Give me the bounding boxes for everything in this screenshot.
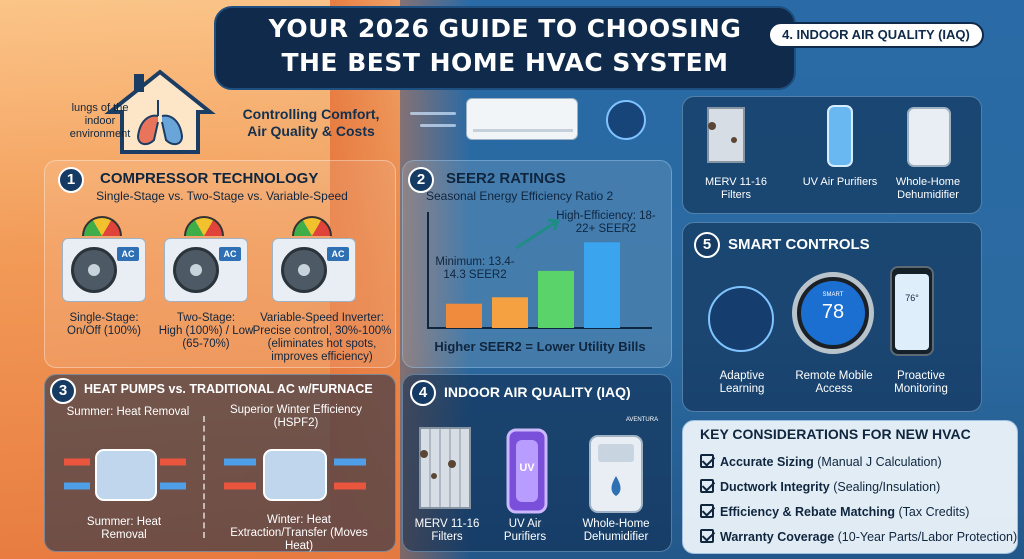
winter-heat-flow-icon <box>224 449 366 501</box>
summer-label-bottom: Summer: Heat Removal <box>86 516 162 541</box>
check-icon <box>700 529 714 543</box>
key-item: Accurate Sizing (Manual J Calculation) <box>700 452 942 469</box>
air-flow-line <box>420 124 456 127</box>
single-stage-name: Single-Stage: <box>69 312 139 324</box>
key-considerations-title: KEY CONSIDERATIONS FOR NEW HVAC <box>700 426 971 442</box>
fan-icon <box>173 247 219 293</box>
air-swirl-icon <box>606 100 646 140</box>
brand-logo: AVENTURA <box>625 417 659 423</box>
smartphone: 76° <box>890 266 934 356</box>
smart-number: 5 <box>694 232 720 258</box>
variable-speed-unit: AC <box>272 238 356 302</box>
uv-purifier-icon <box>506 428 548 514</box>
iaq-item-uv: UV Air Purifiers <box>503 518 547 543</box>
heat-pumps-title: HEAT PUMPS vs. TRADITIONAL AC w/FURNACE <box>84 382 373 396</box>
seer-minimum-label: Minimum: 13.4-14.3 SEER2 <box>435 256 515 281</box>
check-icon <box>700 479 714 493</box>
seer-bar <box>538 270 574 328</box>
seer-bar <box>446 303 482 328</box>
title-banner <box>214 6 796 90</box>
single-stage-unit: AC <box>62 238 146 302</box>
iaq-number: 4 <box>410 380 436 406</box>
air-flow-line <box>410 112 456 115</box>
wall-ac-unit <box>466 98 578 140</box>
single-stage-desc: On/Off (100%) <box>67 325 141 337</box>
seer-title: SEER2 RATINGS <box>446 170 566 187</box>
uv-label: UV <box>519 462 535 474</box>
smart-title: SMART CONTROLS <box>728 236 870 253</box>
key-item: Warranty Coverage (10-Year Parts/Labor P… <box>700 527 1017 544</box>
seer-number: 2 <box>408 167 434 193</box>
iaq-title: INDOOR AIR QUALITY (IAQ) <box>444 384 631 400</box>
ac-badge: AC <box>327 247 349 261</box>
dehumidifier-icon <box>589 435 643 513</box>
iaq-top-dehumidifier: Whole-Home Dehumidifier <box>895 176 961 201</box>
ac-badge: AC <box>219 247 241 261</box>
variable-speed-name: Variable-Speed Inverter: <box>260 312 384 324</box>
heat-pumps-number: 3 <box>50 378 76 404</box>
iaq-top-uv: UV Air Purifiers <box>802 176 878 188</box>
summer-heat-flow-icon <box>64 449 186 501</box>
seer-footer: Higher SEER2 = Lower Utility Bills <box>434 339 646 354</box>
iaq-item-merv: MERV 11-16 Filters <box>414 518 480 543</box>
key-item: Efficiency & Rebate Matching (Tax Credit… <box>700 502 969 519</box>
dehumidifier-icon <box>907 107 951 167</box>
thermostat-brand: SMART <box>822 292 844 298</box>
fan-icon <box>281 247 327 293</box>
page-title: YOUR 2026 GUIDE TO CHOOSING THE BEST HOM… <box>230 12 780 80</box>
winter-transfer-label: Winter: Heat Extraction/Transfer (Moves … <box>230 514 368 552</box>
seer-subtitle: Seasonal Energy Efficiency Ratio 2 <box>426 189 614 203</box>
uv-purifier-icon <box>827 105 853 167</box>
smart-item-proactive: Proactive Monitoring <box>894 370 948 395</box>
key-considerations-panel <box>682 420 1018 554</box>
key-considerations-list: Accurate Sizing (Manual J Calculation) D… <box>700 452 1017 548</box>
seer-bar <box>492 297 528 328</box>
seer-panel <box>402 160 672 368</box>
two-stage-desc: High (100%) / Low (65-70%) <box>158 325 254 350</box>
thermostat: SMART 78 <box>792 272 874 354</box>
check-icon <box>700 454 714 468</box>
title-line-1: YOUR 2026 GUIDE TO CHOOSING <box>268 14 742 43</box>
seer-bar <box>584 242 620 328</box>
phone-temperature: 76° <box>905 293 919 303</box>
compressor-number: 1 <box>58 167 84 193</box>
winter-efficiency-label: Superior Winter Efficiency (HSPF2) <box>229 404 363 429</box>
seer-bar-chart <box>427 212 652 329</box>
two-stage-unit: AC <box>164 238 248 302</box>
check-icon <box>700 504 714 518</box>
compressor-title: COMPRESSOR TECHNOLOGY <box>100 170 319 187</box>
title-line-2: THE BEST HOME HVAC SYSTEM <box>281 48 729 77</box>
merv-filter-icon <box>419 427 471 509</box>
merv-filter-icon <box>707 107 745 163</box>
ac-badge: AC <box>117 247 139 261</box>
trend-arrow-icon <box>515 218 561 250</box>
house-caption: lungs of the indoor environment <box>69 102 131 140</box>
summer-label-top: Summer: Heat Removal <box>66 406 190 418</box>
variable-speed-desc: Precise control, 30%-100% (eliminates ho… <box>252 325 392 363</box>
key-item: Ductwork Integrity (Sealing/Insulation) <box>700 477 940 494</box>
iaq-item-dehumidifier: Whole-Home Dehumidifier <box>582 518 650 543</box>
smart-item-remote: Remote Mobile Access <box>795 370 873 395</box>
thermostat-temperature: 78 <box>821 301 845 323</box>
intro-subtitle: Controlling Comfort, Air Quality & Costs <box>242 106 380 139</box>
compressor-subtitle: Single-Stage vs. Two-Stage vs. Variable-… <box>96 189 348 203</box>
smart-item-adaptive: Adaptive Learning <box>719 370 765 395</box>
house-lungs-icon <box>104 69 216 154</box>
section-divider <box>203 416 205 538</box>
two-stage-name: Two-Stage: <box>176 312 236 324</box>
fan-icon <box>71 247 117 293</box>
header-tag: 4. INDOOR AIR QUALITY (IAQ) <box>768 22 984 48</box>
seer-high-label: High-Efficiency: 18-22+ SEER2 <box>556 210 656 235</box>
adaptive-learning-icon <box>708 286 774 352</box>
iaq-top-merv: MERV 11-16 Filters <box>705 176 767 201</box>
seer-axis <box>427 212 652 329</box>
